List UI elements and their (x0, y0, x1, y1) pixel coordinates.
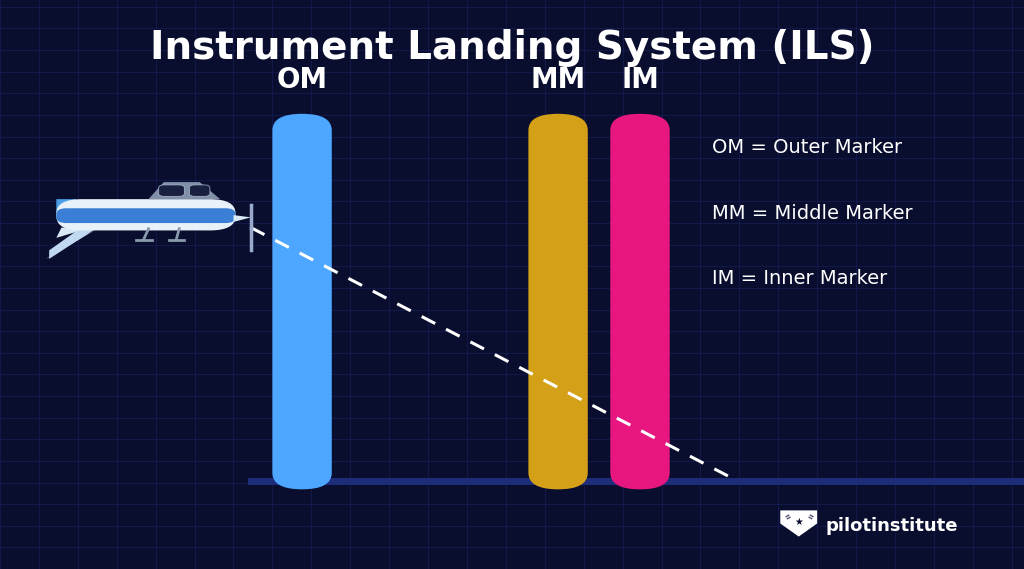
FancyBboxPatch shape (56, 208, 236, 223)
Polygon shape (56, 199, 77, 216)
FancyBboxPatch shape (159, 185, 184, 196)
FancyBboxPatch shape (56, 199, 236, 230)
Text: ★: ★ (795, 517, 803, 527)
Polygon shape (46, 222, 174, 259)
Text: ≡: ≡ (806, 513, 814, 521)
Polygon shape (56, 228, 87, 238)
FancyBboxPatch shape (189, 185, 210, 196)
Text: IM: IM (622, 66, 658, 94)
FancyBboxPatch shape (272, 114, 332, 489)
Text: ≡: ≡ (783, 513, 792, 521)
Polygon shape (233, 215, 251, 222)
FancyBboxPatch shape (528, 114, 588, 489)
Polygon shape (780, 510, 817, 537)
Text: OM: OM (276, 66, 328, 94)
Polygon shape (148, 182, 220, 199)
Text: IM = Inner Marker: IM = Inner Marker (712, 269, 887, 288)
FancyBboxPatch shape (610, 114, 670, 489)
Polygon shape (49, 216, 174, 259)
Text: Instrument Landing System (ILS): Instrument Landing System (ILS) (150, 30, 874, 67)
Text: MM: MM (530, 66, 586, 94)
Text: OM = Outer Marker: OM = Outer Marker (712, 138, 902, 158)
Text: MM = Middle Marker: MM = Middle Marker (712, 204, 912, 223)
Text: pilotinstitute: pilotinstitute (825, 517, 957, 535)
